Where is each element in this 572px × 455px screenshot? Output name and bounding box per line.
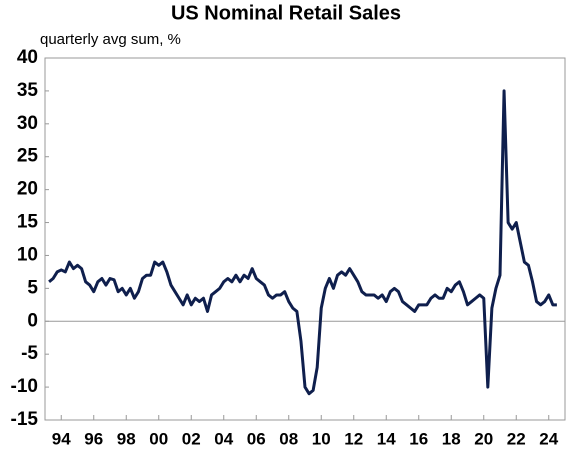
y-tick-label: 25 [17,146,39,167]
y-tick-label: 30 [17,113,38,134]
data-line [48,89,557,396]
x-tick-label: 22 [507,429,526,448]
y-tick-label: 0 [27,310,38,331]
x-tick-label: 08 [279,429,298,448]
chart-subtitle: quarterly avg sum, % [40,31,181,48]
x-tick-label: 96 [84,429,103,448]
chart-title: US Nominal Retail Sales [171,2,401,24]
y-tick-label: 40 [17,47,38,68]
plot-frame [44,57,566,421]
x-tick-label: 24 [539,429,558,448]
y-tick-label: 15 [17,212,39,233]
y-tick-label: 5 [27,277,38,298]
x-tick-label: 20 [474,429,493,448]
x-tick-label: 94 [52,429,71,448]
x-tick-label: 12 [344,429,363,448]
x-tick-label: 10 [312,429,331,448]
y-tick-label: 35 [17,80,39,101]
x-tick-label: 98 [117,429,136,448]
y-tick-label: 20 [17,179,38,200]
x-tick-label: 16 [409,429,428,448]
x-tick-label: 14 [377,429,396,448]
x-tick-label: 00 [149,429,168,448]
x-tick-label: 04 [214,429,233,448]
x-tick-label: 06 [247,429,266,448]
y-tick-label: -15 [11,409,39,430]
y-tick-label: -10 [11,376,38,397]
y-tick-label: -5 [21,343,38,364]
x-tick-label: 18 [442,429,461,448]
x-tick-label: 02 [182,429,201,448]
y-tick-label: 10 [17,244,38,265]
